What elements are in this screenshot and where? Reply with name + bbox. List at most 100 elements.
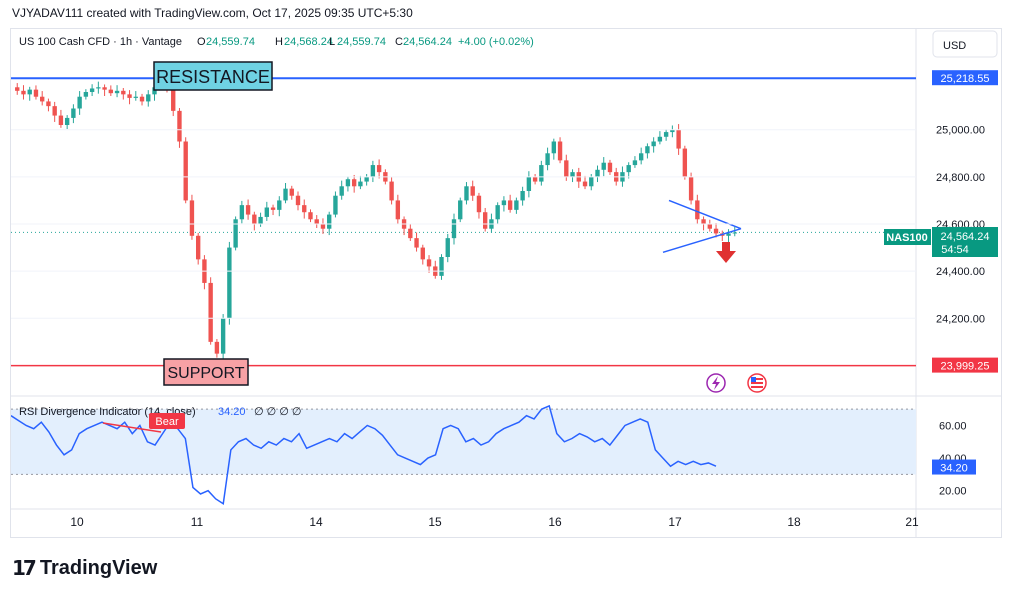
candle-body bbox=[439, 257, 444, 276]
candle-body bbox=[376, 165, 382, 173]
candle-body bbox=[171, 88, 176, 111]
time-tick-label: 18 bbox=[787, 515, 801, 529]
resistance-price: 25,218.55 bbox=[941, 73, 990, 85]
candle-body bbox=[370, 165, 376, 177]
countdown: 54:54 bbox=[941, 244, 969, 256]
candle-body bbox=[358, 181, 363, 187]
candle-body bbox=[89, 88, 95, 92]
candle-body bbox=[582, 181, 588, 187]
candle-body bbox=[220, 318, 226, 354]
candle-body bbox=[713, 228, 719, 234]
candle-body bbox=[102, 87, 107, 90]
candle-body bbox=[58, 115, 64, 125]
price-tick-label: 25,000.00 bbox=[936, 125, 985, 137]
candle-body bbox=[589, 176, 594, 187]
candle-body bbox=[564, 160, 569, 177]
candle-body bbox=[252, 214, 257, 224]
candle-body bbox=[270, 207, 276, 210]
tradingview-brand: TradingView bbox=[39, 556, 158, 579]
candles-group bbox=[15, 78, 737, 359]
time-tick-label: 11 bbox=[191, 515, 204, 529]
down-arrow-icon bbox=[716, 242, 736, 263]
candle-body bbox=[688, 176, 694, 201]
legend-symbol: US 100 Cash CFD · 1h · Vantage bbox=[19, 36, 182, 48]
candle-body bbox=[676, 129, 681, 149]
tradingview-logo-icon: 17 bbox=[12, 556, 37, 580]
candle-body bbox=[464, 186, 469, 201]
candle-body bbox=[308, 212, 313, 220]
candle-body bbox=[289, 188, 294, 196]
candle-body bbox=[64, 117, 70, 125]
resistance-label-box bbox=[153, 61, 273, 91]
legend-o-value: 24,559.74 bbox=[206, 36, 255, 48]
candle-body bbox=[732, 232, 737, 234]
candle-body bbox=[15, 87, 20, 91]
last-price: 24,564.24 bbox=[941, 231, 990, 243]
time-axis-ticks: 10 11 14 15 16 17 18 21 bbox=[70, 515, 919, 529]
candle-body bbox=[46, 101, 51, 107]
rsi-line bbox=[10, 404, 717, 506]
candle-body bbox=[532, 176, 538, 182]
candle-body bbox=[27, 89, 32, 95]
candle-body bbox=[682, 148, 688, 177]
candle-body bbox=[345, 179, 351, 187]
chart-canvas[interactable]: 25,000.0024,800.0024,600.0024,400.0024,2… bbox=[10, 29, 1001, 537]
candle-body bbox=[121, 90, 126, 95]
candle-body bbox=[663, 132, 669, 137]
candle-body bbox=[707, 224, 712, 229]
legend-l-value: 24,559.74 bbox=[337, 36, 386, 48]
currency-button[interactable] bbox=[932, 30, 998, 58]
candle-body bbox=[77, 96, 82, 109]
candle-body bbox=[557, 141, 563, 161]
candle-body bbox=[214, 341, 220, 354]
creator-line: VJYADAV111 created with TradingView.com,… bbox=[12, 6, 413, 20]
price-tick-label: 24,200.00 bbox=[936, 313, 985, 325]
candle-body bbox=[339, 186, 344, 196]
rsi-value-tag bbox=[932, 459, 976, 475]
rsi-legend-extras: ∅ ∅ ∅ ∅ bbox=[254, 406, 302, 418]
time-tick-label: 14 bbox=[309, 515, 323, 529]
legend-change: +4.00 (+0.02%) bbox=[458, 36, 534, 48]
candle-body bbox=[426, 259, 432, 267]
time-tick-label: 17 bbox=[668, 515, 682, 529]
candle-body bbox=[40, 96, 45, 102]
bear-divergence-line bbox=[102, 422, 162, 433]
rsi-value: 34.20 bbox=[940, 463, 968, 475]
candle-body bbox=[470, 186, 475, 196]
rsi-tick-label: 20.00 bbox=[939, 486, 967, 498]
candle-body bbox=[177, 110, 182, 142]
candle-body bbox=[451, 219, 457, 239]
candle-body bbox=[726, 233, 731, 236]
candle-body bbox=[476, 195, 482, 213]
us-flag-icon[interactable] bbox=[747, 373, 767, 393]
candle-body bbox=[414, 238, 419, 248]
candle-body bbox=[295, 195, 301, 206]
candle-body bbox=[114, 90, 120, 94]
rsi-legend-value: 34.20 bbox=[218, 406, 246, 418]
rsi-tick-label: 60.00 bbox=[939, 420, 967, 432]
candle-body bbox=[520, 191, 525, 201]
candle-body bbox=[626, 165, 631, 173]
candle-body bbox=[632, 160, 638, 166]
candle-body bbox=[71, 108, 76, 118]
candle-body bbox=[277, 200, 282, 210]
bear-label: Bear bbox=[155, 416, 179, 428]
candle-body bbox=[545, 153, 550, 166]
candle-body bbox=[495, 205, 500, 220]
legend-l-label: L bbox=[329, 36, 335, 48]
legend-c-label: C bbox=[395, 36, 403, 48]
lightning-icon[interactable] bbox=[706, 373, 726, 393]
chart-frame: 25,000.00 24,800.00 24,600.00 24,400.00 24,2… bbox=[10, 28, 1002, 538]
candle-body bbox=[227, 247, 232, 319]
time-tick-label: 10 bbox=[70, 515, 84, 529]
candle-body bbox=[195, 235, 201, 260]
candle-body bbox=[146, 94, 151, 102]
resistance-label: RESISTANCE bbox=[156, 67, 270, 87]
candle-body bbox=[233, 219, 238, 248]
candle-body bbox=[351, 179, 357, 187]
candle-body bbox=[183, 141, 188, 201]
triangle-lower-line bbox=[662, 227, 742, 254]
candle-body bbox=[420, 247, 425, 260]
support-label-box bbox=[163, 358, 249, 386]
